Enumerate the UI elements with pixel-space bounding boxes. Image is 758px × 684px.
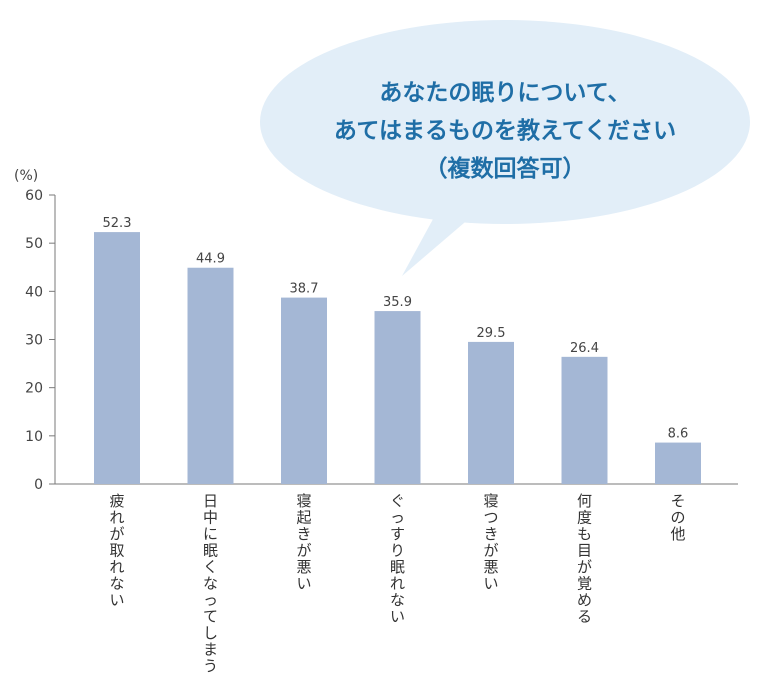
bar-value-label: 52.3 xyxy=(103,216,132,231)
bar xyxy=(281,297,327,484)
y-tick-label: 20 xyxy=(25,381,43,397)
bar xyxy=(374,311,421,484)
bar xyxy=(187,267,234,484)
category-label: 寝つきが悪い xyxy=(483,492,498,593)
bar xyxy=(468,341,514,484)
bar xyxy=(561,356,608,484)
bar-value-label: 29.5 xyxy=(477,326,506,341)
y-axis-ticks: 0 10 20 30 40 50 60 xyxy=(25,188,55,493)
category-label: 何度も目が覚める xyxy=(577,492,592,626)
value-labels: 52.3 44.9 38.7 35.9 29.5 26.4 8.6 xyxy=(103,216,689,441)
y-tick-label: 0 xyxy=(34,477,43,493)
category-label: 疲れが取れない xyxy=(109,492,124,609)
category-label: その他 xyxy=(670,492,685,543)
y-tick-label: 10 xyxy=(25,429,43,445)
bar-value-label: 35.9 xyxy=(383,295,412,310)
bar-value-label: 26.4 xyxy=(570,341,599,356)
bar-value-label: 38.7 xyxy=(290,282,319,297)
chart-title-line-1: あなたの眠りについて、 xyxy=(379,80,630,106)
category-label: 寝起きが悪い xyxy=(296,492,311,593)
bar xyxy=(655,442,701,484)
speech-bubble-tail xyxy=(402,205,485,276)
y-tick-label: 30 xyxy=(25,333,43,349)
chart-title-line-2: あてはまるものを教えてください xyxy=(334,117,676,144)
bar xyxy=(94,232,140,484)
y-tick-label: 50 xyxy=(25,236,43,252)
y-axis-unit-label: (%) xyxy=(14,168,38,184)
speech-bubble-body xyxy=(260,20,750,224)
category-labels: 疲れが取れない 日中に眠くなってしまう 寝起きが悪い ぐっすり眠れない 寝つきが悪い 何度… xyxy=(109,492,685,675)
chart-title-line-3: （複数回答可） xyxy=(425,155,586,182)
y-tick-label: 60 xyxy=(25,188,43,204)
y-tick-label: 40 xyxy=(25,284,43,300)
speech-bubble: あなたの眠りについて、 あてはまるものを教えてください （複数回答可） xyxy=(260,20,750,276)
category-label: 日中に眠くなってしまう xyxy=(203,492,218,675)
bar-value-label: 44.9 xyxy=(196,252,225,267)
category-label: ぐっすり眠れない xyxy=(390,492,405,626)
bar-value-label: 8.6 xyxy=(668,427,689,442)
bars xyxy=(94,232,701,484)
